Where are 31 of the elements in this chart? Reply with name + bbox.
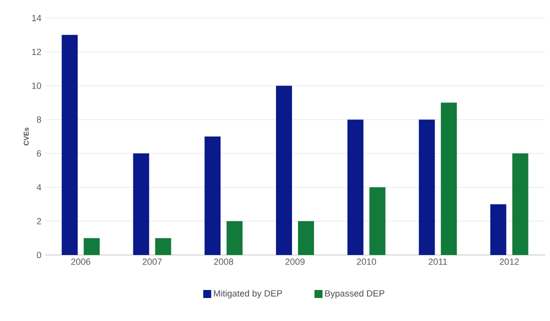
x-tick-label: 2012 — [500, 258, 519, 265]
bar — [512, 153, 528, 255]
legend-label: Bypassed DEP — [325, 290, 384, 298]
y-tick-label: 8 — [36, 116, 42, 123]
bar — [226, 221, 243, 255]
bar — [490, 204, 506, 255]
y-tick-label: 2 — [36, 218, 42, 224]
x-tick-label: 2007 — [142, 258, 162, 265]
x-tick-label: 2008 — [214, 258, 234, 265]
bar — [347, 120, 364, 255]
bar — [155, 238, 172, 255]
legend-label: Mitigated by DEP — [214, 290, 282, 298]
x-tick-label: 2006 — [71, 258, 90, 265]
bar — [62, 34, 78, 255]
y-tick-label: 0 — [36, 252, 42, 258]
y-tick-label: 12 — [32, 48, 42, 55]
y-tick-label: 6 — [36, 150, 42, 157]
y-tick-label: 4 — [36, 184, 42, 190]
y-tick-label: 14 — [32, 14, 42, 22]
bar — [418, 120, 435, 255]
x-tick-label: 2011 — [428, 258, 448, 265]
bar — [276, 86, 292, 255]
x-tick-label: 2010 — [356, 258, 376, 265]
bar — [133, 153, 150, 255]
bar — [369, 187, 386, 255]
y-tick-label: 10 — [32, 82, 42, 89]
bar — [204, 136, 221, 255]
x-tick-label: 2009 — [285, 258, 305, 265]
bar — [440, 102, 457, 255]
bar — [84, 238, 100, 255]
bar — [298, 221, 314, 255]
